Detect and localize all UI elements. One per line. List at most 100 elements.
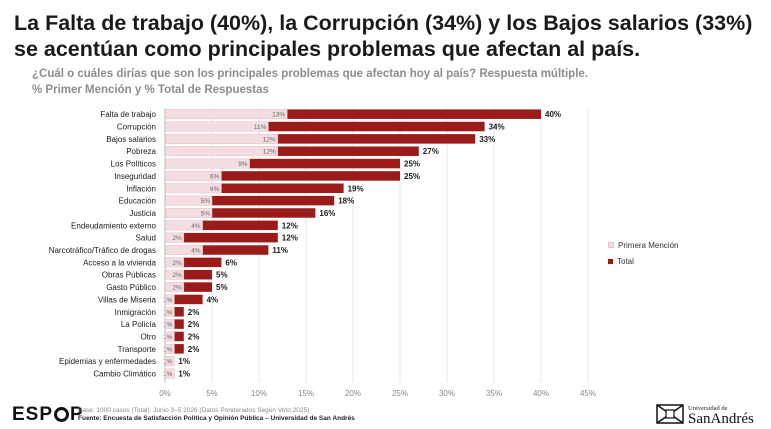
category-label: Inmigración	[115, 308, 156, 317]
title-line-2: se acentúan como principales problemas q…	[14, 37, 641, 61]
category-label: Corrupción	[117, 123, 156, 132]
logo-text-right: P	[70, 404, 84, 425]
total-value-label: 12%	[282, 234, 298, 243]
first-mention-label: 6%	[210, 186, 220, 193]
category-label: Gasto Público	[106, 283, 156, 292]
first-mention-bar	[164, 133, 279, 144]
first-mention-bar	[164, 158, 250, 169]
total-bar	[165, 109, 541, 119]
category-label: Villas de Miseria	[98, 295, 157, 304]
total-bar	[165, 171, 400, 181]
x-tick-label: 25%	[392, 389, 408, 398]
x-tick-label: 5%	[206, 389, 218, 398]
total-value-label: 1%	[178, 357, 190, 366]
footer-note: Base: 1000 casos (Total). Junio 3–5 2026…	[78, 407, 310, 414]
total-bar	[165, 195, 335, 206]
question-text: ¿Cuál o cuáles dirías que son los princi…	[32, 68, 588, 80]
total-bar	[165, 257, 222, 268]
total-value-label: 11%	[272, 246, 288, 255]
footer-source: Fuente: Encuesta de Satisfacción Polític…	[78, 415, 355, 422]
category-label: Los Políticos	[111, 160, 156, 169]
total-bar	[165, 183, 344, 194]
espop-logo: ESP P	[12, 404, 84, 426]
total-value-label: 34%	[489, 123, 505, 132]
university-crest-icon	[656, 404, 684, 424]
first-mention-label: 11%	[254, 124, 267, 131]
first-mention-label: 12%	[263, 149, 276, 156]
x-tick-label: 15%	[298, 389, 314, 398]
total-bar	[165, 121, 485, 132]
x-tick-label: 40%	[533, 389, 549, 398]
category-label: Inseguridad	[114, 172, 156, 181]
x-tick-label: 45%	[580, 389, 596, 398]
category-label: Bajos salarios	[106, 135, 156, 144]
first-mention-label: 1%	[163, 371, 173, 378]
category-label: Transporte	[118, 345, 157, 354]
category-label: La Policía	[121, 320, 157, 329]
legend-item-first-mention: Primera Mención	[608, 237, 678, 253]
legend-item-total: Total	[608, 253, 678, 269]
category-label: Acceso a la vivienda	[83, 258, 156, 267]
category-label: Justicia	[129, 209, 156, 218]
total-value-label: 6%	[225, 258, 237, 267]
category-label: Obras Públicas	[102, 271, 156, 280]
category-label: Cambio Climático	[93, 370, 156, 379]
first-mention-label: 1%	[163, 359, 173, 366]
first-mention-label: 6%	[210, 173, 220, 180]
first-mention-label: 5%	[201, 198, 211, 205]
first-mention-label: 1%	[163, 322, 173, 329]
total-value-label: 27%	[423, 147, 439, 156]
chart-legend: Primera Mención Total	[608, 237, 678, 269]
first-mention-label: 2%	[172, 235, 182, 242]
footer: Base: 1000 casos (Total). Junio 3–5 2026…	[78, 407, 355, 423]
first-mention-label: 2%	[172, 285, 182, 292]
first-mention-label: 2%	[172, 260, 182, 267]
x-tick-label: 30%	[439, 389, 455, 398]
category-label: Otro	[140, 332, 156, 341]
category-label: Educación	[119, 197, 156, 206]
total-bar	[165, 146, 419, 156]
total-value-label: 2%	[188, 345, 200, 354]
x-tick-label: 10%	[251, 389, 267, 398]
category-label: Epidemias y enfermedades	[59, 357, 156, 366]
total-value-label: 2%	[188, 320, 200, 329]
total-bar	[165, 134, 476, 144]
university-name-big: SanAndrés	[688, 411, 754, 427]
legend-label-total: Total	[617, 256, 634, 266]
total-value-label: 16%	[319, 209, 335, 218]
logo-circle-icon	[54, 407, 70, 422]
first-mention-label: 1%	[163, 309, 173, 316]
x-tick-label: 35%	[486, 389, 502, 398]
x-tick-label: 0%	[159, 389, 171, 398]
total-bar	[165, 282, 212, 292]
total-bar	[165, 208, 316, 218]
first-mention-label: 5%	[201, 210, 211, 217]
first-mention-label: 1%	[163, 334, 173, 341]
x-tick-label: 20%	[345, 389, 361, 398]
total-bar	[165, 232, 278, 243]
total-value-label: 40%	[545, 110, 561, 119]
subtitle: ¿Cuál o cuáles dirías que son los princi…	[32, 66, 588, 98]
total-value-label: 2%	[188, 332, 200, 341]
total-value-label: 25%	[404, 160, 420, 169]
total-value-label: 12%	[282, 221, 298, 230]
legend-swatch-first-mention	[608, 242, 614, 248]
university-name-small: Universidad de	[688, 405, 728, 412]
total-bar	[165, 158, 400, 169]
category-label: Endeudamiento externo	[71, 221, 157, 230]
total-value-label: 33%	[479, 135, 495, 144]
title-line-1: La Falta de trabajo (40%), la Corrupción…	[14, 11, 753, 35]
total-value-label: 2%	[188, 308, 200, 317]
category-label: Falta de trabajo	[100, 110, 156, 119]
total-bar	[165, 294, 203, 305]
total-value-label: 4%	[207, 295, 219, 304]
page-title: La Falta de trabajo (40%), la Corrupción…	[14, 10, 759, 62]
total-bar	[165, 269, 212, 280]
category-label: Salud	[136, 234, 156, 243]
legend-label-first-mention: Primera Mención	[618, 240, 679, 250]
total-value-label: 25%	[404, 172, 420, 181]
first-mention-label: 4%	[191, 223, 201, 230]
category-label: Pobreza	[126, 147, 156, 156]
category-label: Narcotráfico/Tráfico de drogas	[49, 246, 156, 255]
